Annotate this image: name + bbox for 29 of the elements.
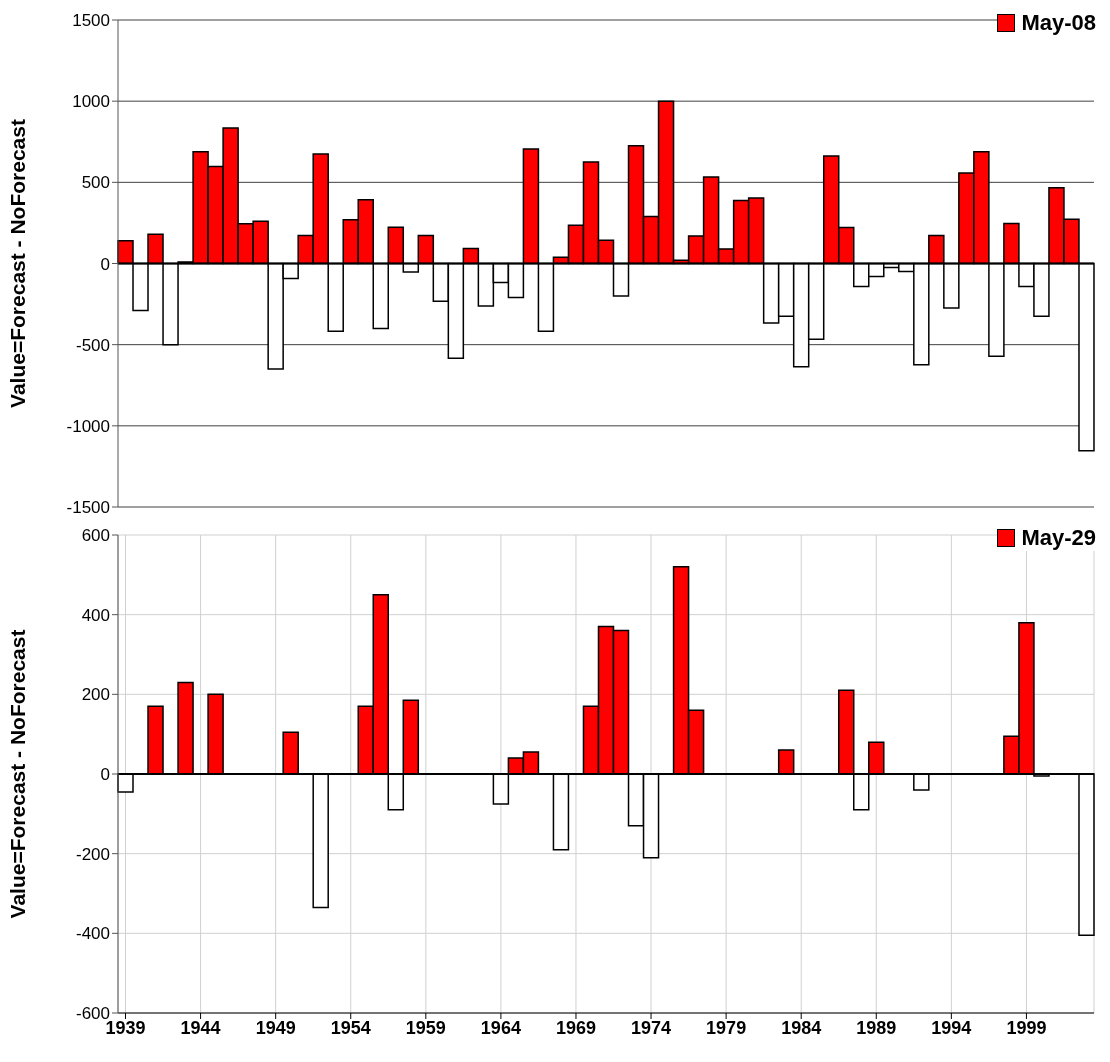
x-tick-label: 1959 bbox=[405, 1017, 446, 1038]
y-tick-label: -1000 bbox=[66, 416, 110, 436]
x-tick-label: 1969 bbox=[555, 1017, 596, 1038]
x-tick-label: 1944 bbox=[180, 1017, 221, 1038]
y-tick-label: 0 bbox=[100, 254, 110, 274]
y-axis-title: Value=Forecast - NoForecast bbox=[6, 629, 30, 919]
x-tick-label: 1954 bbox=[330, 1017, 371, 1038]
y-tick-label: 600 bbox=[81, 526, 110, 546]
y-tick-label: 200 bbox=[81, 685, 110, 705]
y-axis-title: Value=Forecast - NoForecast bbox=[6, 119, 30, 408]
x-tick-label: 1984 bbox=[781, 1017, 822, 1038]
x-tick-label: 1979 bbox=[706, 1017, 747, 1038]
x-tick-label: 1989 bbox=[856, 1017, 897, 1038]
x-tick-label: 1949 bbox=[255, 1017, 296, 1038]
legend-label: May-29 bbox=[1021, 525, 1096, 551]
y-tick-label: -1500 bbox=[66, 498, 110, 518]
y-tick-label: 500 bbox=[81, 173, 110, 193]
x-tick-label: 1964 bbox=[480, 1017, 521, 1038]
legend-label: May-08 bbox=[1021, 10, 1096, 36]
y-tick-label: -400 bbox=[75, 924, 110, 944]
y-tick-label: 1000 bbox=[72, 92, 110, 112]
x-tick-label: 1974 bbox=[631, 1017, 672, 1038]
y-tick-label: 0 bbox=[100, 765, 110, 785]
y-tick-label: 1500 bbox=[72, 11, 110, 31]
y-tick-label: -200 bbox=[75, 844, 110, 864]
x-tick-label: 1994 bbox=[931, 1017, 972, 1038]
y-tick-label: 400 bbox=[81, 605, 110, 625]
y-tick-label: -500 bbox=[75, 335, 110, 355]
x-tick-label: 1999 bbox=[1006, 1017, 1047, 1038]
